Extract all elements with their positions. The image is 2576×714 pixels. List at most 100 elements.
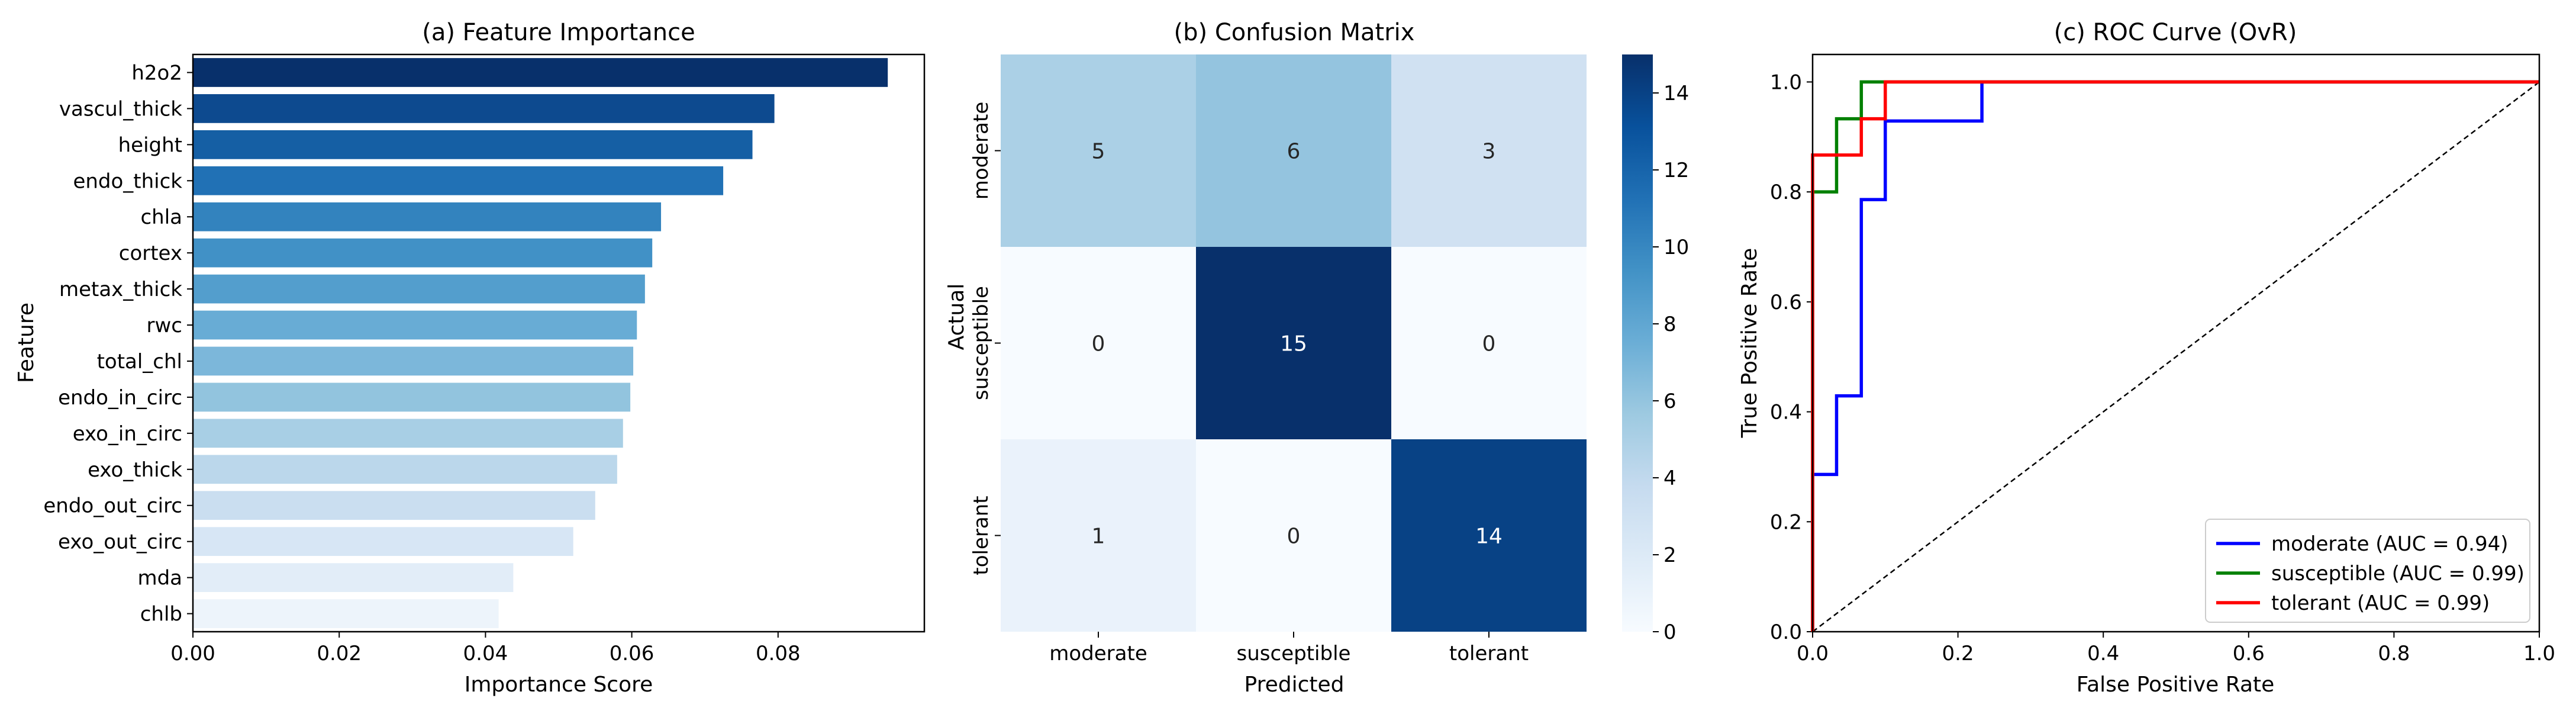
feature-bar <box>193 166 724 195</box>
confusion-cell-value: 0 <box>1482 332 1496 356</box>
feature-bar <box>193 274 645 304</box>
y-tick-label: 0.2 <box>1770 510 1802 534</box>
feature-bar <box>193 491 595 520</box>
feature-importance-panel: (a) Feature Importance h2o2 vascul_thickh… <box>14 19 926 697</box>
colorbar-tick-label: 10 <box>1663 236 1689 259</box>
roc-curve-y-axis-label: True Positive Rate <box>1737 248 1762 439</box>
colorbar-tick-label: 0 <box>1663 620 1677 644</box>
feature-importance-bars <box>193 58 888 628</box>
actual-class-label: tolerant <box>969 496 993 575</box>
confusion-matrix-y-axis-label: Actual <box>944 284 969 350</box>
colorbar-tick-label: 4 <box>1663 467 1677 490</box>
x-tick-label: 0.08 <box>756 642 801 665</box>
colorbar-tick-label: 2 <box>1663 543 1677 567</box>
predicted-class-label: susceptible <box>1237 642 1351 665</box>
feature-tick-label: chlb <box>140 603 182 626</box>
feature-tick-label: chla <box>140 205 182 229</box>
actual-class-label: moderate <box>969 102 993 200</box>
colorbar-tick-label: 12 <box>1663 159 1689 182</box>
feature-tick-label: exo_thick <box>88 458 182 482</box>
roc-legend-box <box>2205 519 2530 623</box>
x-tick-label: 0.04 <box>463 642 508 665</box>
x-tick-label: 0.00 <box>170 642 215 665</box>
confusion-cell <box>1001 54 1196 247</box>
roc-legend: moderate (AUC = 0.94) susceptible (AUC = … <box>2205 519 2530 623</box>
confusion-cell <box>1001 439 1196 632</box>
x-tick-label: 0.0 <box>1797 642 1829 665</box>
feature-bar <box>193 94 775 123</box>
feature-tick-label: h2o2 <box>131 61 182 85</box>
x-tick-label: 0.06 <box>610 642 655 665</box>
confusion-matrix-tick-labels: moderate susceptible tolerant moderate susce… <box>969 102 1529 665</box>
feature-bar <box>193 310 637 340</box>
roc-curve-panel: (c) ROC Curve (OvR) 0.0 0.2 0.4 0.6 0.8 1.00.… <box>1737 19 2555 697</box>
feature-tick-label: vascul_thick <box>59 97 182 121</box>
feature-tick-label: total_chl <box>97 350 182 374</box>
feature-bar <box>193 527 573 557</box>
confusion-cell-value: 0 <box>1287 525 1301 549</box>
feature-bar <box>193 382 631 412</box>
feature-tick-label: height <box>118 133 182 157</box>
confusion-cell-value: 6 <box>1287 140 1301 164</box>
confusion-cell <box>1391 54 1587 247</box>
y-tick-label: 0.6 <box>1770 291 1802 314</box>
x-tick-label: 0.6 <box>2233 642 2265 665</box>
feature-bar <box>193 58 888 87</box>
feature-tick-label: rwc <box>147 314 182 337</box>
feature-importance-x-axis-label: Importance Score <box>465 673 653 697</box>
feature-tick-label: endo_in_circ <box>58 386 182 410</box>
predicted-class-label: moderate <box>1049 642 1147 665</box>
confusion-matrix-title: (b) Confusion Matrix <box>1174 19 1415 46</box>
predicted-class-label: tolerant <box>1449 642 1529 665</box>
confusion-cell <box>1196 439 1391 632</box>
legend-label: moderate (AUC = 0.94) <box>2271 532 2509 556</box>
feature-bar <box>193 238 653 268</box>
roc-chance-diagonal-line <box>1812 81 2540 632</box>
roc-curve-axes-frame <box>1811 53 2540 633</box>
confusion-cell-value: 15 <box>1280 332 1307 356</box>
y-tick-label: 0.4 <box>1770 401 1802 424</box>
feature-bar <box>193 419 623 448</box>
x-tick-label: 0.8 <box>2378 642 2410 665</box>
feature-tick-label: exo_in_circ <box>73 422 182 446</box>
feature-bar <box>193 346 634 376</box>
colorbar <box>1622 54 1653 632</box>
actual-class-label: susceptible <box>969 286 993 400</box>
roc-series-line <box>1811 80 2539 632</box>
roc-curve-x-axis-label: False Positive Rate <box>2077 673 2275 697</box>
feature-bar <box>193 455 617 484</box>
x-tick-label: 0.2 <box>1942 642 1974 665</box>
confusion-cell <box>1196 247 1391 439</box>
feature-tick-label: endo_out_circ <box>43 494 182 518</box>
confusion-cell <box>1196 54 1391 247</box>
feature-tick-label: metax_thick <box>59 278 182 301</box>
y-tick-label: 0.0 <box>1770 620 1802 644</box>
confusion-cell-value: 0 <box>1092 332 1105 356</box>
confusion-matrix-x-axis-label: Predicted <box>1245 673 1345 697</box>
confusion-cell-value: 5 <box>1092 140 1105 164</box>
confusion-cell <box>1391 247 1587 439</box>
feature-tick-label: endo_thick <box>73 169 182 193</box>
x-tick-label: 0.4 <box>2087 642 2119 665</box>
feature-importance-axes-frame <box>192 53 926 633</box>
feature-bar <box>193 130 753 159</box>
roc-curve-ticks: 0.0 0.2 0.4 0.6 0.8 1.0 0.0 0.2 0.4 0.6 0.8 1.0 <box>1770 70 2555 665</box>
feature-bar <box>193 563 514 592</box>
confusion-cell <box>1391 439 1587 632</box>
confusion-cell-value: 14 <box>1475 525 1503 549</box>
colorbar-tick-label: 6 <box>1663 390 1677 413</box>
colorbar-tick-label: 8 <box>1663 313 1677 336</box>
feature-tick-label: cortex <box>119 242 182 265</box>
feature-importance-x-ticks: 0.00 0.02 0.04 0.06 0.08 <box>170 632 801 665</box>
feature-importance-y-axis-label: Feature <box>14 303 38 383</box>
y-tick-label: 0.8 <box>1770 181 1802 204</box>
legend-label: tolerant (AUC = 0.99) <box>2271 591 2490 615</box>
feature-importance-title: (a) Feature Importance <box>422 19 695 46</box>
y-tick-label: 1.0 <box>1770 70 1802 94</box>
feature-tick-label: exo_out_circ <box>58 530 182 554</box>
x-tick-label: 1.0 <box>2523 642 2555 665</box>
feature-bar <box>193 202 662 231</box>
legend-label: susceptible (AUC = 0.99) <box>2271 562 2525 586</box>
